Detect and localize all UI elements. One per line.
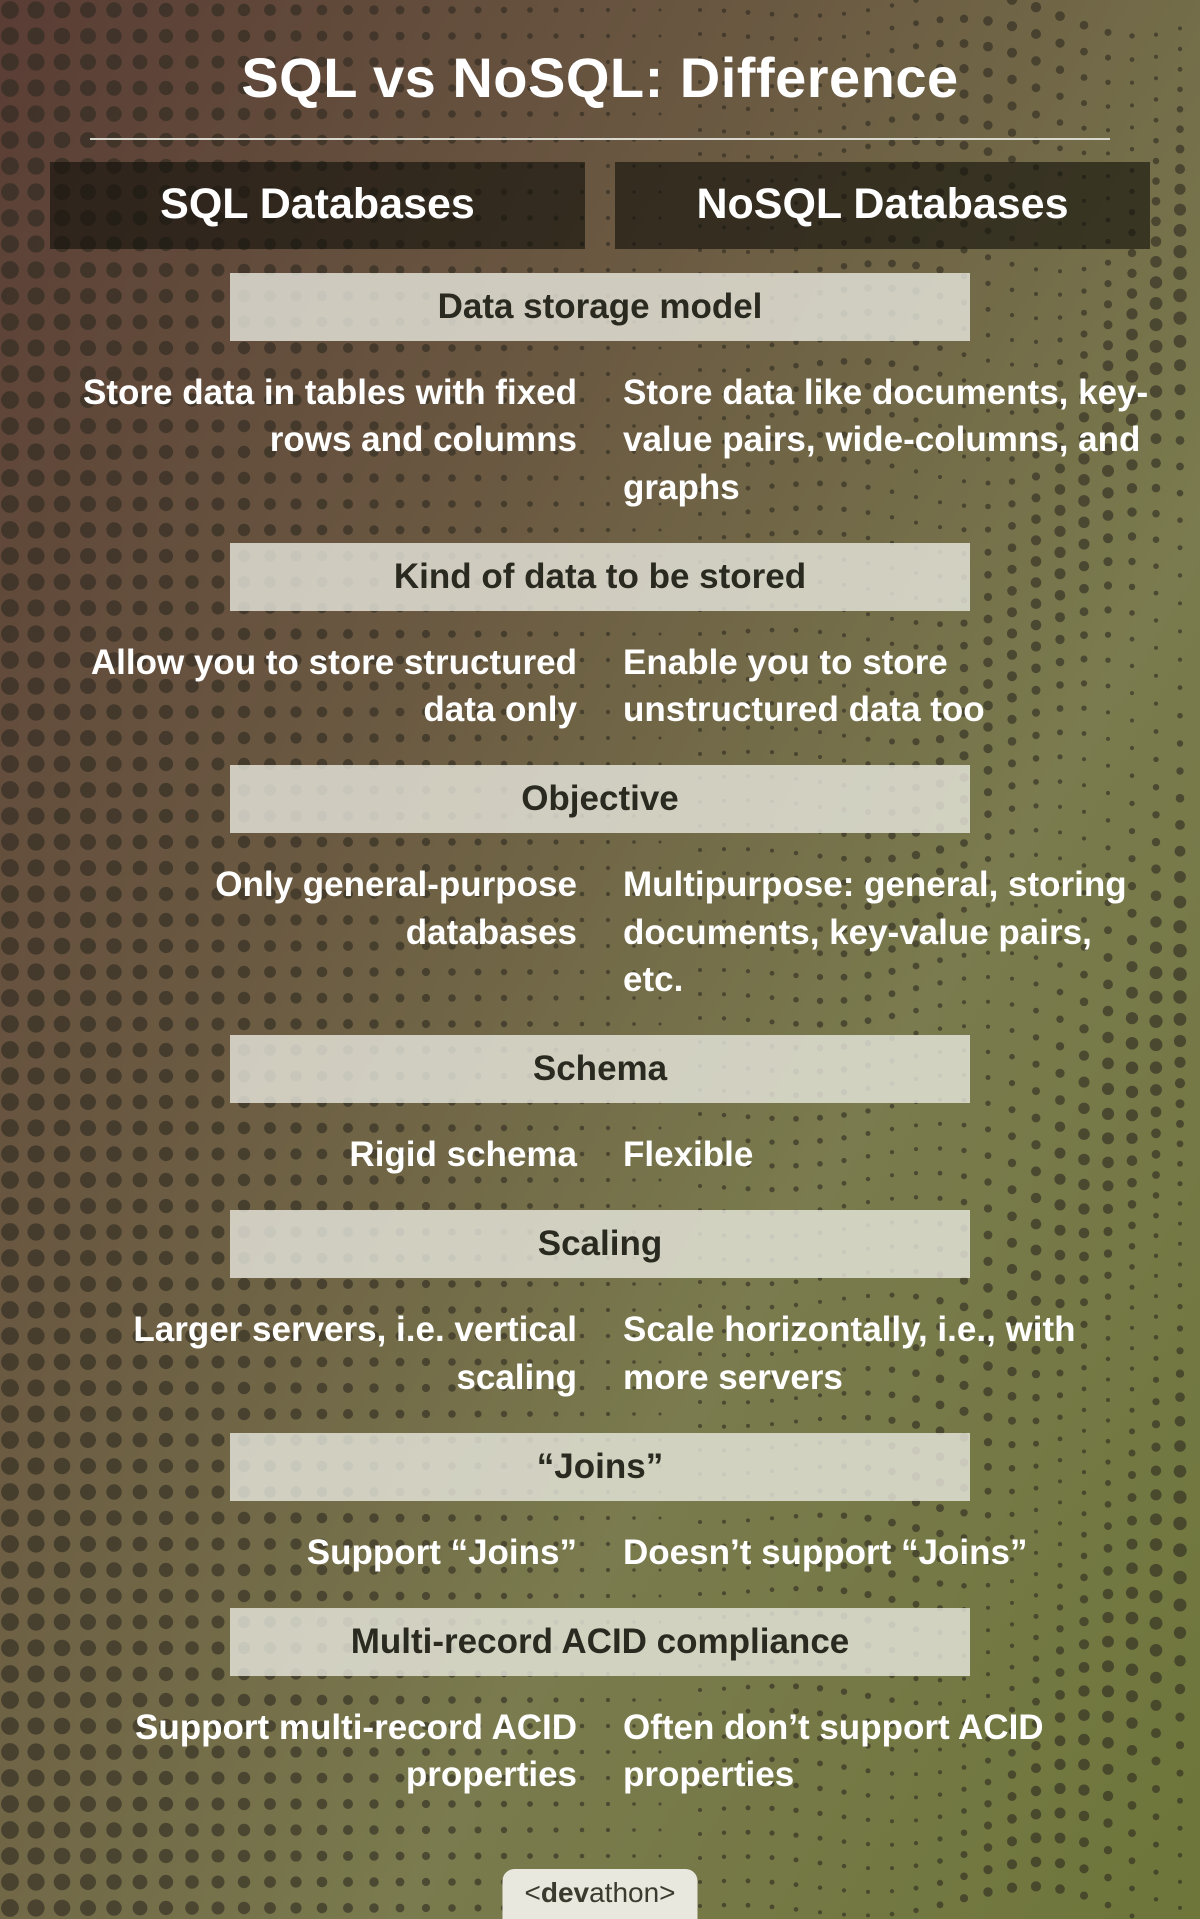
cell-nosql: Enable you to store unstructured data to… — [623, 639, 1150, 734]
section-label: Schema — [230, 1035, 970, 1103]
section-label: Kind of data to be stored — [230, 543, 970, 611]
comparison-row: Support “Joins” Doesn’t support “Joins” — [40, 1501, 1160, 1608]
section-label: Multi-record ACID compliance — [230, 1608, 970, 1676]
section-label: Objective — [230, 765, 970, 833]
cell-nosql: Multipurpose: general, storing documents… — [623, 861, 1150, 1003]
cell-nosql: Store data like documents, key-value pai… — [623, 369, 1150, 511]
section-label: “Joins” — [230, 1433, 970, 1501]
cell-nosql: Often don’t support ACID properties — [623, 1704, 1150, 1799]
comparison-row: Store data in tables with fixed rows and… — [40, 341, 1160, 543]
column-header-sql: SQL Databases — [50, 162, 585, 249]
cell-sql: Support multi-record ACID properties — [50, 1704, 577, 1799]
cell-nosql: Flexible — [623, 1131, 1150, 1178]
column-headers-row: SQL Databases NoSQL Databases — [40, 162, 1160, 249]
cell-sql: Rigid schema — [50, 1131, 577, 1178]
comparison-row: Support multi-record ACID properties Ofte… — [40, 1676, 1160, 1831]
footer-bold: dev — [541, 1877, 589, 1908]
comparison-row: Only general-purpose databases Multipurpo… — [40, 833, 1160, 1035]
footer-rest: athon> — [589, 1877, 675, 1908]
title-divider — [90, 138, 1110, 140]
cell-sql: Larger servers, i.e. vertical scaling — [50, 1306, 577, 1401]
comparison-row: Larger servers, i.e. vertical scaling Sca… — [40, 1278, 1160, 1433]
cell-nosql: Scale horizontally, i.e., with more serv… — [623, 1306, 1150, 1401]
content-container: SQL vs NoSQL: Difference SQL Databases N… — [0, 0, 1200, 1919]
footer-brand-badge: <devathon> — [502, 1869, 697, 1919]
comparison-row: Allow you to store structured data only E… — [40, 611, 1160, 766]
cell-sql: Only general-purpose databases — [50, 861, 577, 1003]
comparison-sections: Data storage model Store data in tables w… — [40, 273, 1160, 1831]
comparison-row: Rigid schema Flexible — [40, 1103, 1160, 1210]
cell-sql: Allow you to store structured data only — [50, 639, 577, 734]
section-label: Scaling — [230, 1210, 970, 1278]
column-header-nosql: NoSQL Databases — [615, 162, 1150, 249]
footer-prefix: < — [524, 1877, 540, 1908]
page-title: SQL vs NoSQL: Difference — [40, 45, 1160, 110]
section-label: Data storage model — [230, 273, 970, 341]
cell-nosql: Doesn’t support “Joins” — [623, 1529, 1150, 1576]
cell-sql: Store data in tables with fixed rows and… — [50, 369, 577, 511]
cell-sql: Support “Joins” — [50, 1529, 577, 1576]
